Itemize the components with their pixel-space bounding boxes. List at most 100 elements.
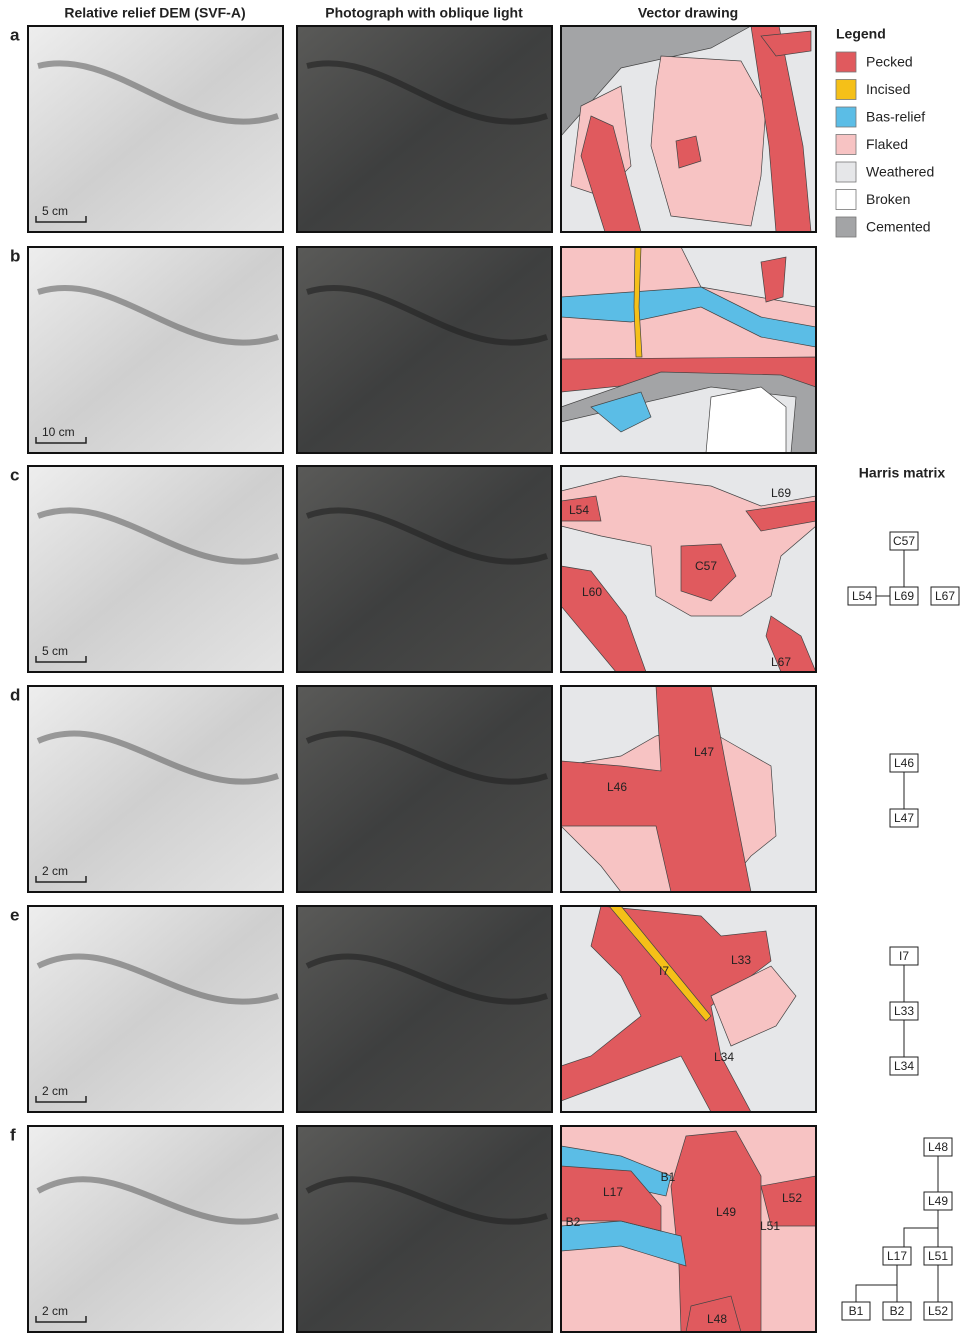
harris-label: L17: [887, 1249, 907, 1263]
scale-label: 2 cm: [42, 1304, 68, 1318]
photo-relief: [306, 284, 548, 346]
row-letter: c: [10, 465, 19, 484]
legend-label: Cemented: [866, 219, 931, 235]
harris-node: [882, 1301, 912, 1321]
drawing-label: L54: [569, 503, 589, 517]
legend-swatch: [835, 161, 857, 183]
legend-swatch: [835, 134, 857, 155]
motif-area: [685, 1295, 742, 1332]
motif-area: [561, 286, 816, 348]
harris-label: L34: [894, 1059, 914, 1073]
panel-frame: [560, 905, 817, 1113]
motif-area: [561, 686, 752, 892]
dem-image: [27, 685, 284, 893]
panel-frame: [560, 246, 817, 454]
panel-frame: [560, 25, 817, 233]
harris-node: [930, 586, 960, 606]
scale-label: 10 cm: [42, 425, 75, 439]
photo-relief: [306, 60, 548, 125]
motif-area: [760, 30, 812, 57]
motif-area: [765, 615, 816, 672]
motif-area: [750, 26, 812, 232]
photo-image: [296, 246, 553, 454]
harris-node: [923, 1246, 953, 1266]
harris-node: [923, 1191, 953, 1211]
photo-relief: [305, 730, 548, 785]
dem-relief: [36, 730, 279, 785]
motif-area: [561, 495, 602, 522]
motif-area: [675, 135, 702, 169]
row-letter: b: [10, 246, 20, 265]
harris-node: [841, 1301, 871, 1321]
drawing-label: L60: [582, 585, 602, 599]
column-header: Relative relief DEM (SVF-A): [64, 5, 245, 21]
legend-label: Pecked: [866, 54, 913, 70]
scale-label: 2 cm: [42, 864, 68, 878]
motif-area: [580, 115, 642, 232]
column-header: Photograph with oblique light: [325, 5, 523, 21]
harris-node: [923, 1137, 953, 1157]
legend-label: Weathered: [866, 164, 934, 180]
motif-area: [670, 1130, 762, 1332]
photo-image: [296, 1125, 553, 1333]
legend-swatch: [835, 79, 857, 100]
drawing-label: C57: [695, 559, 717, 573]
harris-label: B2: [890, 1304, 905, 1318]
drawing-label: B1: [661, 1170, 676, 1184]
row-letter: e: [10, 905, 19, 924]
scale-bar: [35, 437, 87, 444]
harris-title: Harris matrix: [859, 465, 946, 481]
harris-node: [889, 753, 919, 773]
harris-edge: [876, 550, 905, 597]
scale-label: 5 cm: [42, 204, 68, 218]
harris-node: [889, 1001, 919, 1021]
harris-node: [847, 586, 877, 606]
dem-image: [27, 1125, 284, 1333]
harris-node: [889, 531, 919, 551]
dem-image: [27, 465, 284, 673]
drawing-label: L51: [760, 1219, 780, 1233]
drawing-label: L47: [694, 745, 714, 759]
legend-swatch: [835, 216, 857, 238]
legend-swatch: [835, 189, 857, 210]
vector-drawing: [561, 906, 816, 1112]
drawing-label: L49: [716, 1205, 736, 1219]
legend-label: Incised: [866, 81, 910, 97]
harris-label: L54: [852, 589, 872, 603]
panel-frame: [560, 465, 817, 673]
motif-area: [745, 500, 816, 532]
motif-area: [760, 256, 787, 303]
motif-area: [561, 1165, 662, 1232]
drawing-label: L52: [782, 1191, 802, 1205]
dem-relief: [36, 507, 279, 565]
drawing-label: L67: [771, 655, 791, 669]
photo-relief: [305, 953, 548, 1005]
drawing-label: B2: [566, 1215, 581, 1229]
drawing-label: L46: [607, 780, 627, 794]
harris-label: L49: [928, 1194, 948, 1208]
motif-area: [633, 247, 643, 358]
vector-drawing: [561, 1126, 816, 1332]
vector-drawing: [561, 26, 816, 232]
harris-label: L52: [928, 1304, 948, 1318]
drawing-label: L34: [714, 1050, 734, 1064]
dem-relief: [36, 953, 279, 1005]
harris-label: L46: [894, 756, 914, 770]
row-letter: a: [10, 25, 20, 44]
motif-area: [590, 391, 652, 433]
row-letter: d: [10, 685, 20, 704]
motif-area: [680, 543, 737, 602]
drawing-label: L69: [771, 486, 791, 500]
harris-node: [882, 1246, 912, 1266]
legend-label: Flaked: [866, 136, 908, 152]
dem-image: [27, 246, 284, 454]
harris-label: L67: [935, 589, 955, 603]
motif-area: [760, 1175, 816, 1227]
scale-bar: [35, 1316, 87, 1323]
harris-node: [889, 946, 919, 966]
photo-relief: [305, 507, 548, 565]
harris-label: L51: [928, 1249, 948, 1263]
scale-bar: [35, 1096, 87, 1103]
panel-frame: [560, 1125, 817, 1333]
